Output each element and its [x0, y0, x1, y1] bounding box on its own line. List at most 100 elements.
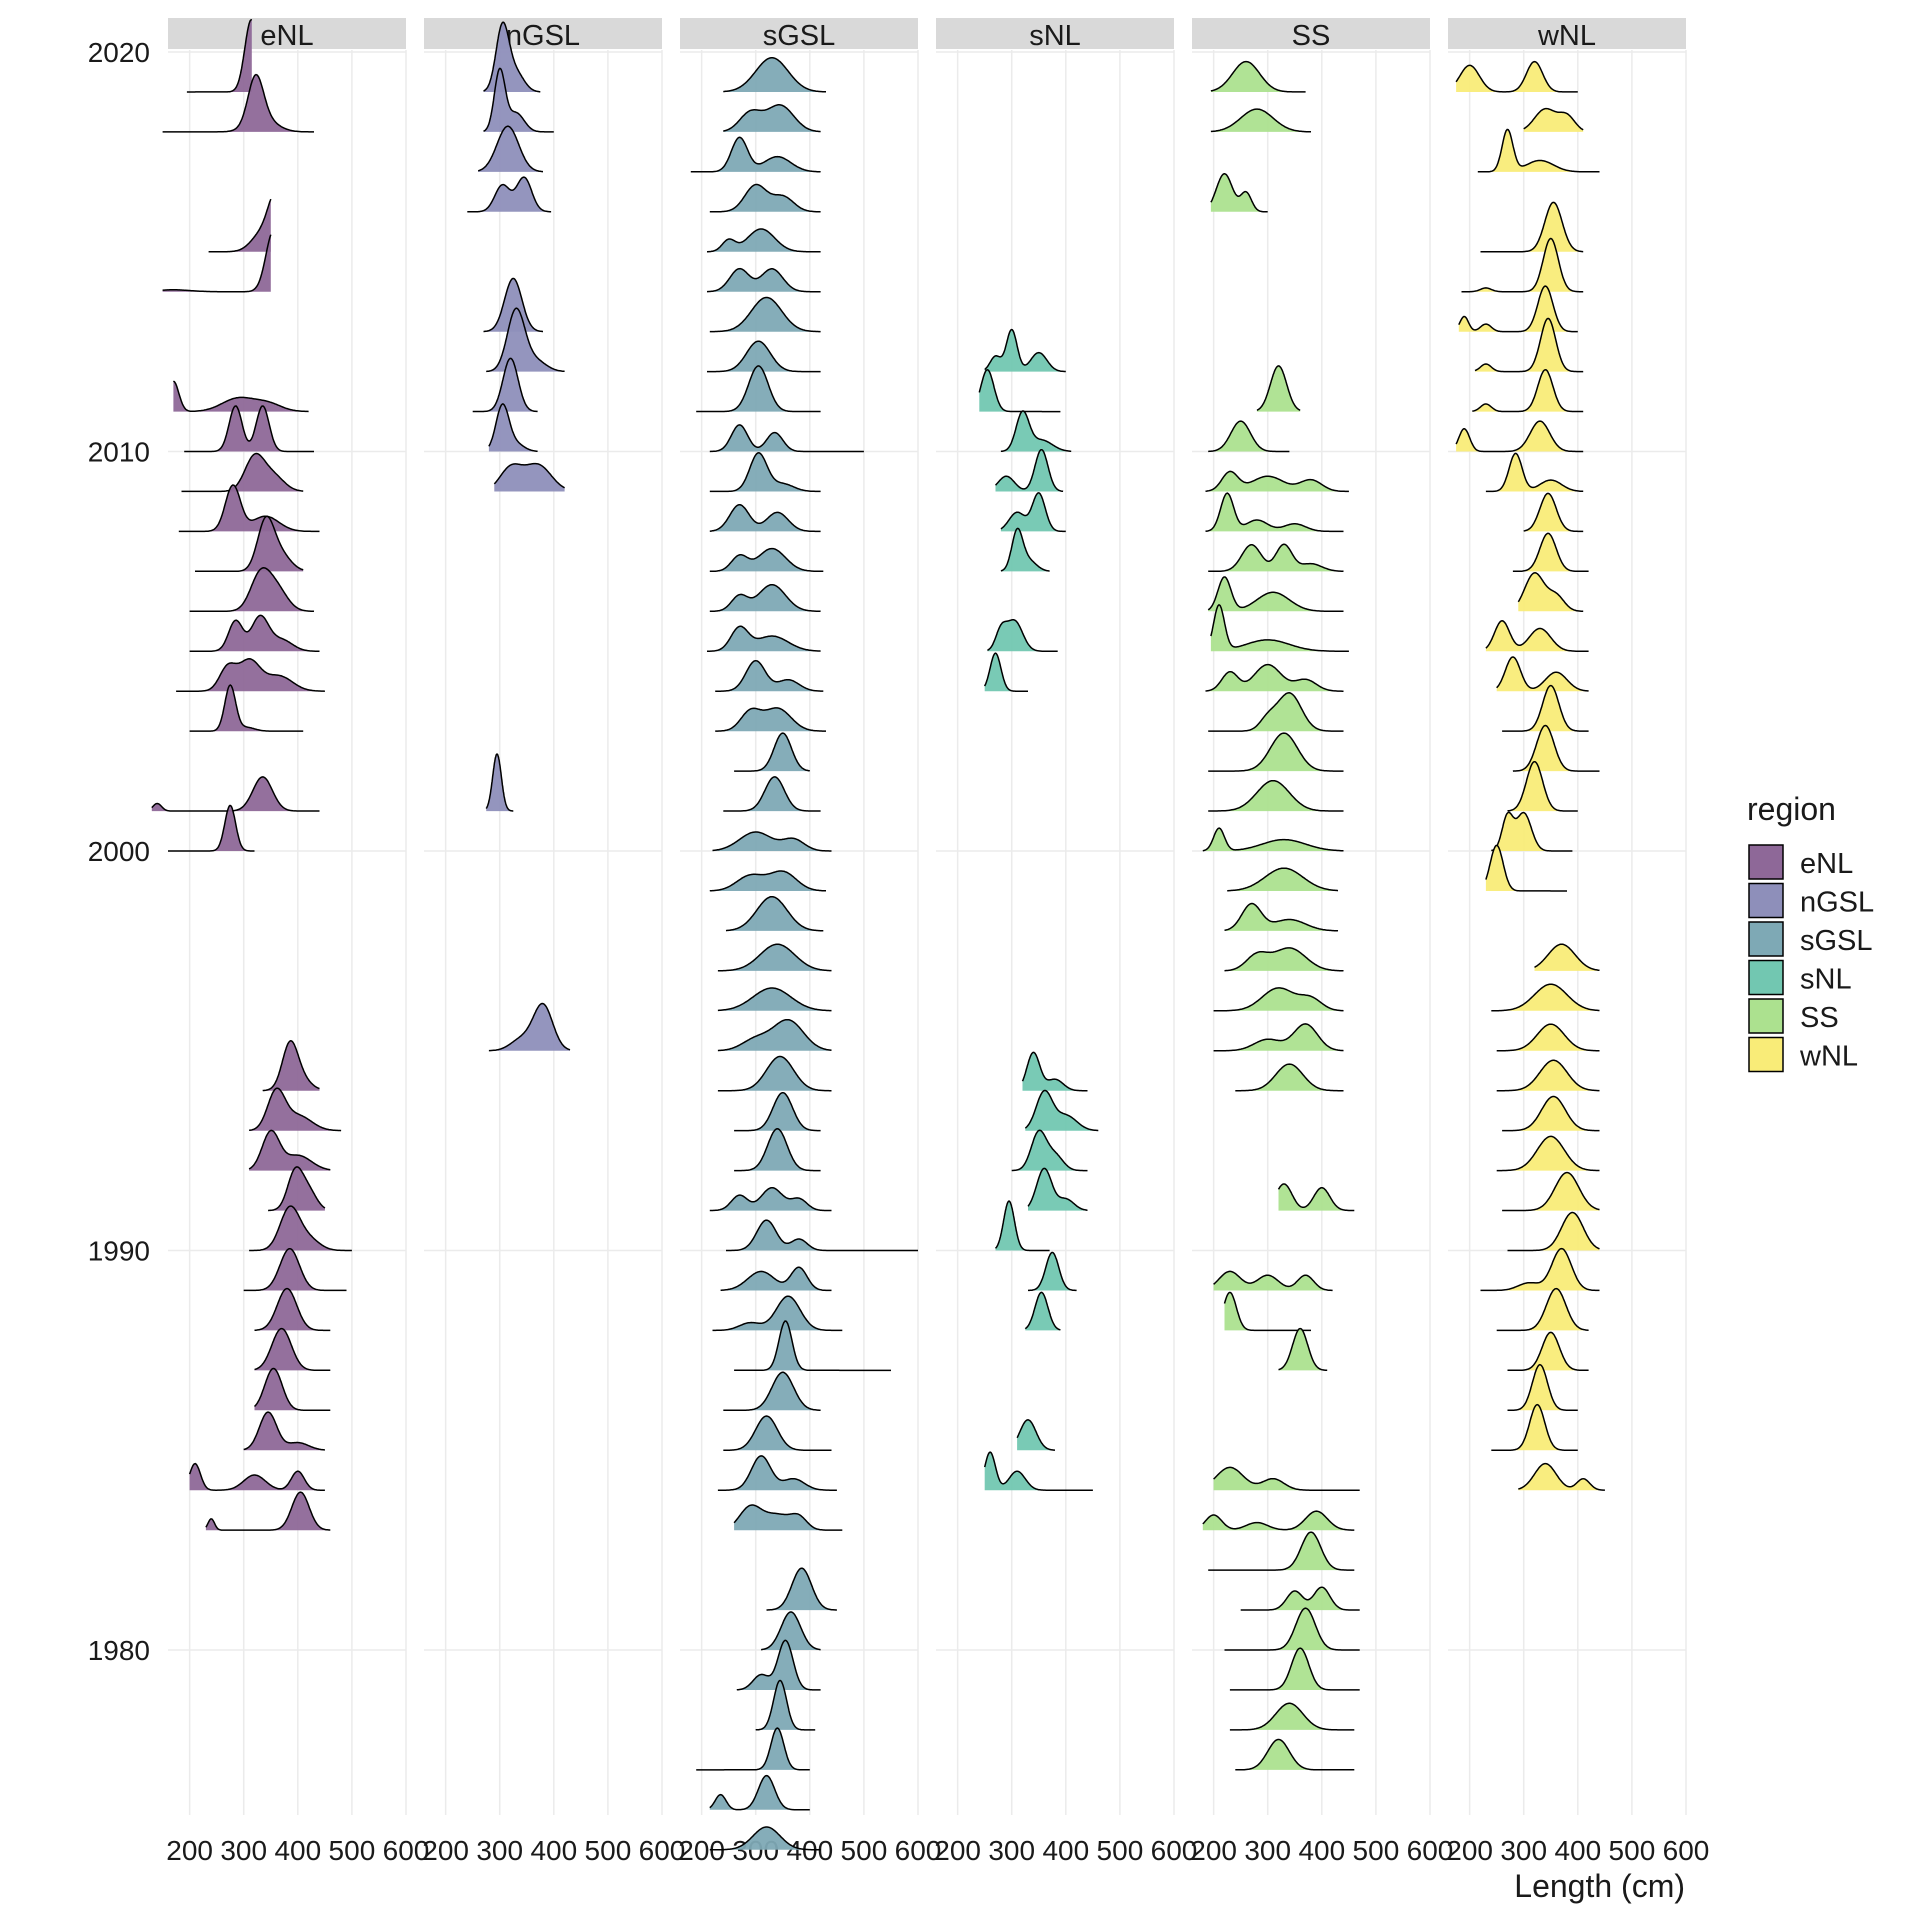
- ridge-line-sNL-1985: [1016, 1419, 1055, 1451]
- ridge-line-eNL-2018: [162, 73, 314, 133]
- ridge-line-nGSL-2019: [483, 21, 541, 93]
- ridge-line-sNL-1989: [1028, 1251, 1077, 1292]
- facet-panel-sNL: sNL 200 300 400 500 600: [934, 18, 1197, 1866]
- ridge-line-nGSL-2011: [472, 357, 538, 413]
- ridge-line-SS-1997: [1224, 947, 1344, 972]
- ridge-line-eNL-2007: [195, 515, 304, 573]
- ridge-area-SS-1987: [1278, 1328, 1328, 1371]
- x-tick-label: 600: [1151, 1835, 1198, 1866]
- ridge-area-wNL-1988: [1496, 1288, 1589, 1331]
- ridge-line-wNL-1996: [1491, 983, 1600, 1012]
- ridge-area-sNL-1994: [1022, 1052, 1088, 1091]
- ridge-area-sNL-2004: [984, 653, 1028, 692]
- ridge-area-SS-1999: [1227, 868, 1338, 891]
- ridge-area-eNL-1986: [254, 1368, 331, 1411]
- ridge-area-wNL-2011: [1472, 369, 1584, 412]
- ridge-area-SS-2003: [1208, 692, 1344, 732]
- ridge-area-eNL-2008: [178, 485, 320, 532]
- ridge-line-sNL-1993: [1024, 1089, 1099, 1132]
- facet-strip-label: eNL: [260, 20, 313, 52]
- ridge-line-SS-2008: [1205, 492, 1344, 533]
- ridge-area-SS-1988: [1224, 1292, 1311, 1331]
- ridge-line-sGSL-1989: [720, 1266, 832, 1292]
- x-tick-label: 300: [476, 1835, 523, 1866]
- ridge-line-sGSL-2014: [707, 267, 821, 293]
- x-tick-label: 400: [1554, 1835, 1601, 1866]
- ridge-area-wNL-2019: [1456, 61, 1578, 92]
- legend-label-eNL: eNL: [1800, 848, 1853, 880]
- legend-key-eNL: [1748, 844, 1784, 880]
- ridge-line-eNL-1988: [254, 1287, 331, 1332]
- ridge-line-eNL-2001: [151, 776, 320, 812]
- ridge-area-eNL-1984: [189, 1463, 325, 1491]
- ridge-line-wNL-2008: [1523, 492, 1584, 533]
- ridge-area-eNL-2006: [189, 567, 314, 612]
- ridge-area-sGSL-1994: [717, 1056, 832, 1091]
- legend-key-sNL: [1748, 959, 1784, 996]
- y-tick-label: 1980: [88, 1635, 150, 1666]
- ridge-line-SS-1977: [1235, 1738, 1355, 1771]
- ridge-line-SS-2011: [1256, 365, 1301, 411]
- ridge-area-sGSL-1977: [696, 1728, 810, 1770]
- ridge-area-SS-2009: [1205, 471, 1349, 492]
- ridge-area-wNL-1989: [1480, 1248, 1600, 1291]
- ridge-line-sNL-2004: [983, 652, 1028, 692]
- ridge-area-nGSL-1995: [488, 1003, 570, 1051]
- ridge-area-wNL-1986: [1507, 1364, 1578, 1411]
- ridge-area-sNL-1993: [1025, 1090, 1099, 1131]
- ridge-line-wNL-2017: [1477, 128, 1600, 173]
- ridge-area-eNL-2003: [189, 685, 304, 732]
- ridge-area-SS-2010: [1208, 421, 1290, 452]
- ridge-area-SS-2004: [1205, 664, 1344, 692]
- ridge-area-SS-2007: [1208, 544, 1344, 572]
- ridge-line-SS-2019: [1210, 60, 1306, 93]
- ridge-area-sGSL-1986: [723, 1372, 821, 1411]
- ridge-area-sGSL-1988: [712, 1296, 843, 1331]
- ridge-line-SS-2009: [1205, 470, 1349, 493]
- ridge-area-wNL-1999: [1485, 845, 1567, 891]
- ridge-line-sGSL-1975: [709, 1826, 821, 1851]
- x-tick-label: 600: [639, 1835, 686, 1866]
- ridge-area-wNL-1994: [1496, 1060, 1600, 1091]
- ridge-area-wNL-2009: [1485, 453, 1584, 492]
- x-tick-label: 200: [422, 1835, 469, 1866]
- y-tick-label: 1990: [88, 1236, 150, 1267]
- ridge-line-sNL-1988: [1024, 1291, 1061, 1331]
- facet-panel-wNL: wNL 200 300 400 500 600: [1446, 18, 1709, 1866]
- x-tick-label: 300: [1500, 1835, 1547, 1866]
- ridge-line-wNL-1988: [1496, 1287, 1589, 1332]
- ridge-area-sGSL-2008: [709, 504, 821, 532]
- ridge-area-sNL-2011: [979, 369, 1061, 412]
- ridge-area-sGSL-2018: [723, 104, 821, 132]
- ridge-line-sGSL-1987: [734, 1320, 891, 1372]
- ridge-line-eNL-2019: [186, 18, 253, 93]
- ridge-line-sGSL-2011: [696, 365, 821, 413]
- ridge-area-sGSL-1992: [734, 1128, 821, 1171]
- ridge-line-sGSL-1978: [755, 1679, 816, 1731]
- ridge-line-sGSL-2013: [709, 296, 821, 333]
- ridge-area-eNL-2010: [184, 406, 314, 452]
- ridge-area-SS-1983: [1202, 1511, 1355, 1531]
- legend-label-wNL: wNL: [1799, 1041, 1858, 1073]
- ridge-area-sNL-2008: [1000, 492, 1066, 532]
- ridge-area-eNL-2000: [168, 805, 255, 851]
- ridge-area-wNL-2005: [1485, 620, 1589, 652]
- ridge-area-eNL-1991: [268, 1166, 325, 1211]
- ridge-line-eNL-2015: [208, 198, 272, 253]
- ridge-line-eNL-1991: [268, 1166, 326, 1212]
- ridge-area-SS-2011: [1256, 365, 1301, 412]
- ridge-area-nGSL-2001: [486, 754, 514, 812]
- ridge-area-eNL-2011: [173, 381, 309, 412]
- ridge-line-SS-2007: [1208, 543, 1344, 573]
- ridge-area-wNL-1985: [1491, 1404, 1578, 1451]
- ridge-line-SS-1979: [1229, 1647, 1360, 1691]
- ridge-line-sGSL-1977: [696, 1727, 810, 1771]
- ridge-line-wNL-2010: [1455, 420, 1584, 453]
- ridge-line-SS-1999: [1227, 867, 1339, 892]
- ridge-area-sGSL-2016: [709, 184, 821, 212]
- ridge-area-sGSL-1981: [766, 1568, 837, 1611]
- ridge-area-nGSL-2011: [472, 358, 538, 412]
